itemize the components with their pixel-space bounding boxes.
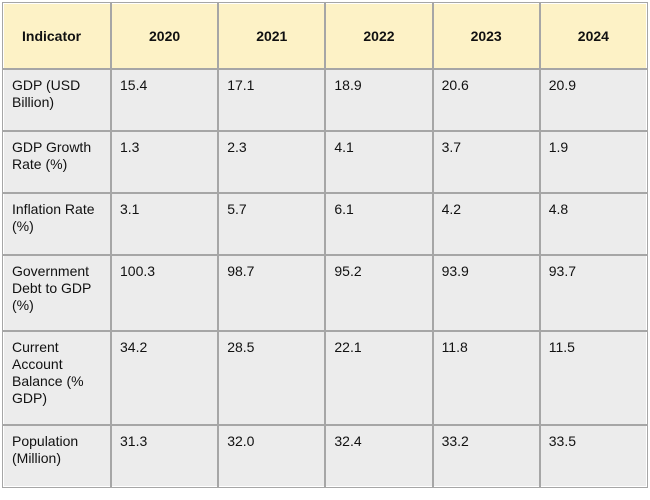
- data-cell: 6.1: [324, 192, 434, 256]
- table-row: Population (Million) 31.3 32.0 32.4 33.2 33.5: [2, 424, 649, 488]
- data-cell: 95.2: [324, 254, 434, 332]
- table-row: Government Debt to GDP (%) 100.3 98.7 95.2 9…: [2, 254, 649, 332]
- table-row: GDP Growth Rate (%) 1.3 2.3 4.1 3.7 1.9: [2, 130, 649, 194]
- row-label: Current Account Balance (% GDP): [2, 330, 112, 426]
- data-cell: 33.5: [538, 424, 649, 488]
- header-cell: 2021: [217, 2, 327, 70]
- data-cell: 98.7: [217, 254, 327, 332]
- data-cell: 18.9: [324, 68, 434, 132]
- data-cell: 3.7: [431, 130, 541, 194]
- data-cell: 93.9: [431, 254, 541, 332]
- data-cell: 31.3: [109, 424, 220, 488]
- data-cell: 4.2: [431, 192, 541, 256]
- data-cell: 1.3: [109, 130, 220, 194]
- data-cell: 34.2: [109, 330, 220, 426]
- data-cell: 2.3: [217, 130, 327, 194]
- data-cell: 32.4: [324, 424, 434, 488]
- row-label: Inflation Rate (%): [2, 192, 112, 256]
- row-label: Government Debt to GDP (%): [2, 254, 112, 332]
- header-cell: 2024: [538, 2, 649, 70]
- data-cell: 33.2: [431, 424, 541, 488]
- data-cell: 11.8: [431, 330, 541, 426]
- table-body: GDP (USD Billion) 15.4 17.1 18.9 20.6 20.9 GDP…: [2, 68, 649, 488]
- data-cell: 17.1: [217, 68, 327, 132]
- row-label: GDP (USD Billion): [2, 68, 112, 132]
- data-cell: 100.3: [109, 254, 220, 332]
- data-cell: 93.7: [538, 254, 649, 332]
- header-cell: 2023: [431, 2, 541, 70]
- data-cell: 32.0: [217, 424, 327, 488]
- table-row: GDP (USD Billion) 15.4 17.1 18.9 20.6 20.9: [2, 68, 649, 132]
- data-cell: 3.1: [109, 192, 220, 256]
- data-cell: 5.7: [217, 192, 327, 256]
- header-cell: Indicator: [2, 2, 112, 70]
- header-cell: 2020: [109, 2, 220, 70]
- data-table: Indicator 2020 2021 2022 2023 2024 GDP (USD B…: [2, 2, 649, 488]
- table-row: Inflation Rate (%) 3.1 5.7 6.1 4.2 4.8: [2, 192, 649, 256]
- data-cell: 22.1: [324, 330, 434, 426]
- data-cell: 1.9: [538, 130, 649, 194]
- data-cell: 11.5: [538, 330, 649, 426]
- data-cell: 15.4: [109, 68, 220, 132]
- row-label: Population (Million): [2, 424, 112, 488]
- header-row: Indicator 2020 2021 2022 2023 2024: [2, 2, 649, 70]
- data-cell: 4.1: [324, 130, 434, 194]
- data-cell: 28.5: [217, 330, 327, 426]
- table-row: Current Account Balance (% GDP) 34.2 28.5 2…: [2, 330, 649, 426]
- header-cell: 2022: [324, 2, 434, 70]
- data-cell: 4.8: [538, 192, 649, 256]
- data-cell: 20.6: [431, 68, 541, 132]
- row-label: GDP Growth Rate (%): [2, 130, 112, 194]
- data-cell: 20.9: [538, 68, 649, 132]
